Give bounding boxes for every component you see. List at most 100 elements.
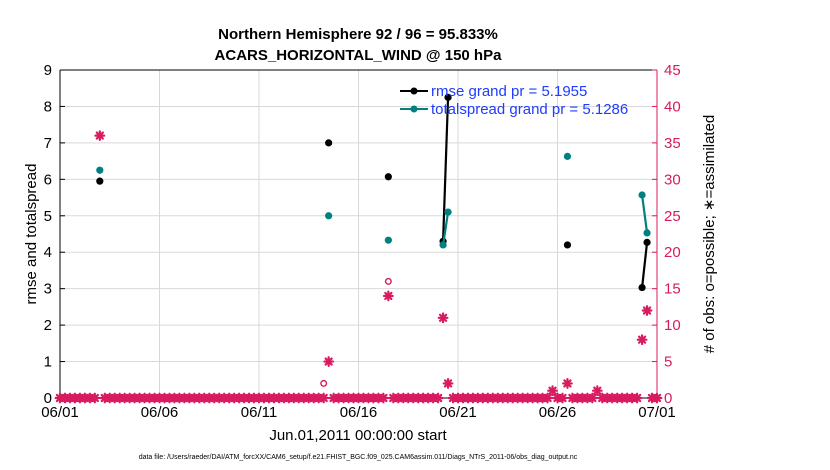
rmse-point: [384, 173, 392, 181]
rmse-line-segment: [640, 242, 649, 288]
y2-tick-label: 5: [664, 354, 672, 371]
obs-assimilated-zero-point: [651, 392, 663, 404]
obs-assimilated-stroke: [588, 393, 597, 403]
y-tick-label: 6: [44, 171, 52, 188]
obs-assimilated-stroke: [642, 306, 652, 315]
obs-assimilated-point: [323, 356, 335, 367]
spread-point: [638, 191, 646, 199]
spread-line-segment: [640, 194, 649, 234]
x-tick-label: 06/11: [241, 404, 277, 421]
rmse-point: [96, 177, 104, 185]
obs-assimilated-stroke: [324, 357, 333, 366]
y-tick-label: 8: [44, 98, 52, 115]
rmse-point: [638, 283, 646, 292]
x-tick-label: 06/01: [41, 404, 79, 421]
spread-point: [325, 212, 333, 220]
obs-assimilated-point: [442, 378, 454, 389]
rmse-point: [563, 241, 572, 249]
obs-assimilated-point: [641, 305, 653, 316]
legend-rmse-label: rmse grand pr = 5.1955: [431, 83, 587, 100]
chart-title-line-2: ACARS_HORIZONTAL_WIND @ 150 hPa: [215, 47, 503, 64]
x-tick-label: 06/16: [340, 404, 378, 421]
grid-lines: [60, 70, 657, 398]
obs-assimilated-zero-point: [89, 392, 101, 404]
x-tick-label: 06/26: [539, 404, 577, 421]
y-tick-label: 3: [44, 281, 52, 298]
obs-assimilated-point: [562, 378, 573, 389]
obs-assimilated-stroke: [90, 393, 99, 403]
obs-assimilated-stroke: [95, 131, 104, 140]
y2-tick-label: 15: [664, 281, 681, 298]
y2-tick-label: 25: [664, 208, 681, 225]
obs-assimilated-zero-point: [318, 392, 330, 404]
obs-assimilated-point: [547, 385, 558, 397]
obs-assimilated-stroke: [379, 393, 388, 403]
obs-assimilated-zero-point: [377, 392, 389, 404]
obs-possible-point: [320, 379, 328, 387]
legend: rmse grand pr = 5.1955 totalspread grand…: [400, 83, 628, 118]
y-tick-label: 4: [44, 244, 52, 261]
obs-assimilated-point: [636, 334, 648, 346]
obs-assimilated-zero-point: [557, 392, 568, 404]
legend-spread-label: totalspread grand pr = 5.1286: [431, 101, 628, 118]
y2-tick-label: 40: [664, 98, 681, 115]
obs-assimilated-stroke: [443, 379, 453, 388]
y2-tick-label: 20: [664, 244, 681, 261]
spread-point: [384, 236, 392, 244]
obs-assimilated-stroke: [384, 291, 393, 301]
obs-assimilated-stroke: [652, 393, 662, 403]
obs-assimilated-point: [382, 290, 394, 302]
obs-assimilated-stroke: [632, 393, 642, 403]
obs-assimilated-point: [94, 130, 106, 141]
y2-tick-label: 45: [664, 62, 681, 79]
y2-tick-label: 10: [664, 317, 681, 334]
x-axis-label: Jun.01,2011 00:00:00 start: [269, 427, 447, 444]
x-tick-label: 07/01: [638, 404, 676, 421]
chart-title: Northern Hemisphere 92 / 96 = 95.833% AC…: [215, 26, 503, 64]
obs-assimilated-stroke: [593, 386, 602, 395]
y-axis-label: rmse and totalspread: [23, 164, 40, 305]
legend-spread-marker: [410, 105, 418, 113]
obs-possible-point: [384, 277, 392, 285]
legend-rmse-marker: [410, 87, 418, 95]
obs-assimilated-stroke: [433, 393, 443, 403]
rmse-point: [325, 139, 333, 147]
obs-assimilated-point: [437, 312, 449, 324]
y-tick-label: 7: [44, 135, 52, 152]
obs-assimilated-stroke: [543, 393, 552, 403]
y2-tick-label: 0: [664, 390, 672, 407]
spread-point: [444, 208, 452, 216]
rmse-point: [643, 238, 651, 246]
y2-tick-label: 35: [664, 135, 681, 152]
spread-point: [563, 152, 572, 160]
obs-assimilated-point: [591, 385, 603, 397]
obs-assimilated-zero-point: [586, 392, 598, 404]
obs-assimilated-zero-point: [542, 392, 553, 404]
data-file-footer: data file: /Users/raeder/DAI/ATM_forcXX/…: [139, 454, 578, 461]
obs-assimilated-zero-point: [631, 392, 643, 404]
obs-assimilated-stroke: [558, 393, 567, 403]
chart-title-line-1: Northern Hemisphere 92 / 96 = 95.833%: [218, 26, 498, 43]
y-tick-label: 2: [44, 317, 52, 334]
y2-tick-label: 30: [664, 171, 681, 188]
y-tick-label: 5: [44, 208, 52, 225]
spread-point: [643, 229, 651, 237]
data-series: [54, 93, 663, 404]
y2-axis-label: # of obs: o=possible; ∗=assimilated: [701, 115, 718, 354]
obs-assimilated-stroke: [637, 335, 647, 344]
spread-point: [96, 166, 104, 174]
y-tick-label: 0: [44, 390, 52, 407]
obs-assimilated-stroke: [563, 379, 572, 388]
spread-point: [439, 241, 447, 249]
y-tick-label: 1: [44, 354, 52, 371]
x-tick-label: 06/21: [439, 404, 477, 421]
y-tick-label: 9: [44, 62, 52, 79]
rmse-line-segment: [441, 97, 450, 242]
obs-assimilated-stroke: [438, 313, 448, 322]
x-tick-label: 06/06: [141, 404, 179, 421]
obs-assimilated-zero-point: [432, 392, 444, 404]
rmse-point: [444, 93, 452, 101]
obs-assimilated-stroke: [319, 393, 328, 403]
